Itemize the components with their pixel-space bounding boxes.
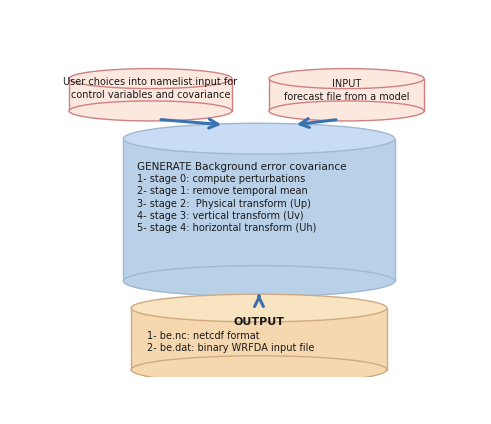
Text: 1- stage 0: compute perturbations: 1- stage 0: compute perturbations: [137, 174, 305, 184]
Text: 1- be.nc: netcdf format: 1- be.nc: netcdf format: [147, 331, 259, 341]
Text: 2- stage 1: remove temporal mean: 2- stage 1: remove temporal mean: [137, 187, 308, 196]
Text: 3- stage 2:  Physical transform (Up): 3- stage 2: Physical transform (Up): [137, 199, 311, 209]
Ellipse shape: [269, 101, 424, 121]
FancyBboxPatch shape: [269, 78, 424, 111]
Ellipse shape: [269, 69, 424, 89]
Text: User choices into namelist.input for
control variables and covariance: User choices into namelist.input for con…: [63, 77, 238, 100]
Text: 2- be.dat: binary WRFDA input file: 2- be.dat: binary WRFDA input file: [147, 343, 314, 354]
Ellipse shape: [123, 123, 395, 154]
Ellipse shape: [131, 294, 387, 322]
Ellipse shape: [69, 101, 232, 121]
FancyBboxPatch shape: [69, 78, 232, 111]
Ellipse shape: [69, 69, 232, 89]
Text: INPUT
forecast file from a model: INPUT forecast file from a model: [284, 78, 409, 102]
Text: GENERATE Background error covariance: GENERATE Background error covariance: [137, 162, 347, 172]
Ellipse shape: [131, 356, 387, 384]
FancyBboxPatch shape: [123, 139, 395, 281]
Text: 5- stage 4: horizontal transform (Uh): 5- stage 4: horizontal transform (Uh): [137, 223, 317, 233]
Text: OUTPUT: OUTPUT: [234, 317, 284, 327]
Text: 4- stage 3: vertical transform (Uv): 4- stage 3: vertical transform (Uv): [137, 211, 304, 221]
FancyBboxPatch shape: [131, 308, 387, 370]
Ellipse shape: [123, 266, 395, 296]
